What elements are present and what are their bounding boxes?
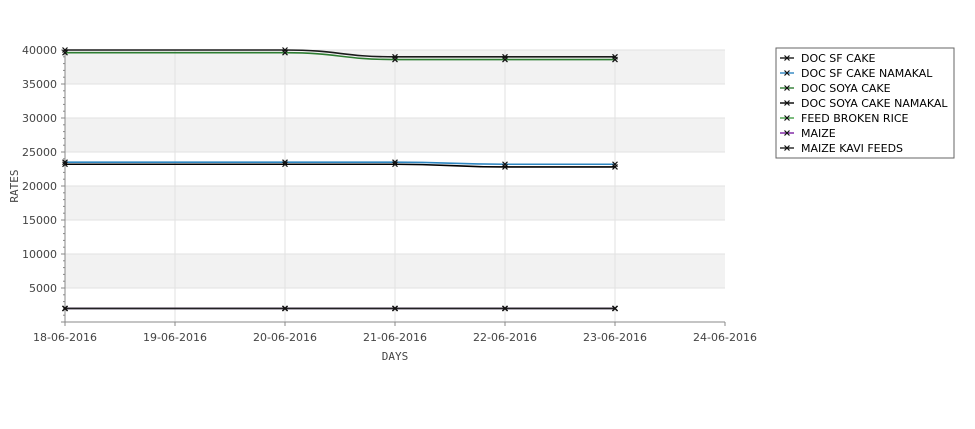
grid-lines: [65, 49, 725, 322]
data-point: [502, 56, 508, 63]
data-point: [282, 161, 288, 168]
marker-stroke: [282, 305, 288, 312]
legend-item: MAIZE: [780, 127, 836, 140]
y-tick-label: 15000: [22, 214, 57, 227]
y-tick-label: 40000: [22, 44, 57, 57]
series-line: [64, 51, 615, 61]
series-2: [62, 49, 618, 63]
legend-marker: [784, 115, 790, 121]
legend-label: FEED BROKEN RICE: [801, 112, 908, 125]
marker-stroke: [502, 164, 508, 170]
marker-stroke: [612, 164, 618, 170]
data-point: [282, 305, 288, 312]
legend: DOC SF CAKE DOC SF CAKE NAMAKAL DOC SOYA C…: [775, 47, 955, 159]
legend-item: DOC SF CAKE: [780, 52, 876, 65]
axes: 5000 10000 15000 20000 25000 30000 35000 40000 1…: [22, 44, 757, 344]
legend-label: DOC SF CAKE NAMAKAL: [801, 67, 933, 80]
y-tick-label: 30000: [22, 112, 57, 125]
y-tick-label: 25000: [22, 146, 57, 159]
legend-item: FEED BROKEN RICE: [780, 112, 908, 125]
marker-stroke: [392, 305, 398, 312]
legend-marker: [784, 145, 790, 151]
x-tick-label: 18-06-2016: [33, 331, 97, 344]
x-tick-label: 21-06-2016: [363, 331, 427, 344]
marker-stroke: [282, 49, 288, 56]
legend-label: MAIZE KAVI FEEDS: [801, 142, 903, 155]
series-line: [65, 49, 615, 58]
data-point: [502, 164, 508, 170]
marker-stroke: [62, 305, 68, 312]
legend-box: [775, 47, 955, 159]
data-point: [392, 56, 398, 63]
marker-stroke: [784, 115, 790, 121]
data-point: [392, 161, 398, 168]
data-point: [62, 161, 68, 168]
data-point: [612, 164, 618, 170]
marker-stroke: [62, 161, 68, 168]
data-point: [282, 49, 288, 56]
data-point: [612, 56, 618, 63]
y-tick-label: 10000: [22, 248, 57, 261]
legend-marker: [784, 55, 790, 61]
marker-stroke: [502, 305, 508, 312]
legend-item: DOC SF CAKE NAMAKAL: [780, 67, 933, 80]
legend-label: DOC SF CAKE: [801, 52, 876, 65]
data-point: [62, 49, 68, 56]
x-tick-label: 20-06-2016: [253, 331, 317, 344]
y-axis-title: RATES: [8, 169, 21, 202]
series-lines: [62, 47, 618, 312]
data-point: [612, 305, 618, 312]
marker-stroke: [282, 161, 288, 168]
marker-stroke: [392, 161, 398, 168]
legend-marker: [784, 100, 790, 106]
x-tick-label: 24-06-2016: [693, 331, 757, 344]
data-point: [502, 305, 508, 312]
y-tick-label: 20000: [22, 180, 57, 193]
marker-stroke: [612, 56, 618, 63]
x-tick-label: 23-06-2016: [583, 331, 647, 344]
data-point: [62, 305, 68, 312]
legend-marker: [784, 85, 790, 91]
marker-stroke: [502, 56, 508, 63]
legend-marker: [784, 130, 790, 136]
legend-label: MAIZE: [801, 127, 836, 140]
marker-stroke: [392, 56, 398, 63]
data-point: [392, 305, 398, 312]
marker-stroke: [784, 85, 790, 91]
marker-stroke: [62, 159, 68, 166]
legend-marker: [784, 70, 790, 76]
marker-stroke: [612, 305, 618, 312]
marker-stroke: [784, 130, 790, 136]
series-3: [62, 161, 618, 170]
series-line: [65, 163, 615, 168]
legend-label: DOC SOYA CAKE NAMAKAL: [801, 97, 948, 110]
series-6: [62, 305, 618, 312]
marker-stroke: [784, 55, 790, 61]
marker-stroke: [62, 49, 68, 56]
x-axis-title: DAYS: [382, 350, 409, 363]
marker-stroke: [784, 100, 790, 106]
y-tick-label: 35000: [22, 78, 57, 91]
x-tick-label: 22-06-2016: [473, 331, 537, 344]
legend-item: DOC SOYA CAKE NAMAKAL: [780, 97, 948, 110]
legend-item: DOC SOYA CAKE: [780, 82, 891, 95]
x-tick-label: 19-06-2016: [143, 331, 207, 344]
series-line: [65, 161, 615, 166]
legend-label: DOC SOYA CAKE: [801, 82, 891, 95]
marker-stroke: [784, 145, 790, 151]
marker-stroke: [784, 70, 790, 76]
y-tick-label: 5000: [29, 282, 57, 295]
legend-item: MAIZE KAVI FEEDS: [780, 142, 903, 155]
